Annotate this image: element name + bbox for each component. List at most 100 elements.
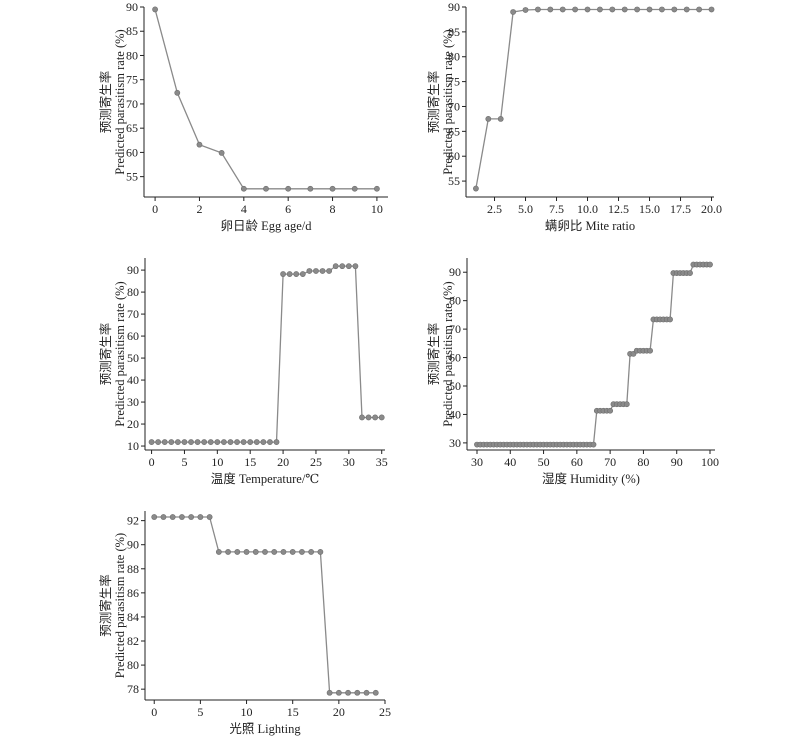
y-tick-label: 75	[448, 75, 460, 89]
data-point	[234, 439, 240, 445]
data-point	[339, 263, 346, 270]
y-axis-title-en: Predicted parasitism rate (%)	[113, 281, 127, 426]
x-tick-label: 5	[181, 455, 187, 469]
data-point	[280, 271, 286, 277]
data-point	[174, 439, 181, 445]
data-point	[196, 141, 203, 148]
x-axis-title: 光照 Lighting	[229, 722, 301, 736]
data-point	[473, 185, 479, 192]
data-point	[584, 6, 591, 13]
y-tick-label: 80	[449, 294, 461, 308]
y-tick-label: 80	[126, 48, 138, 62]
data-point	[329, 185, 336, 192]
data-point	[590, 441, 597, 448]
x-tick-label: 10	[241, 705, 253, 719]
series-line	[154, 9, 377, 190]
x-axis-title: 温度 Temperature/℃	[211, 471, 320, 486]
data-point	[647, 347, 653, 354]
data-point	[485, 116, 492, 122]
data-point	[179, 514, 185, 520]
y-axis-title-cn: 预测寄生率	[98, 71, 113, 134]
data-point	[363, 689, 370, 696]
data-point	[218, 149, 225, 156]
data-point	[345, 689, 351, 696]
data-point	[169, 514, 176, 520]
x-tick-label: 35	[376, 455, 388, 469]
y-tick-label: 82	[127, 634, 139, 648]
data-point	[319, 268, 326, 274]
y-tick-label: 55	[126, 170, 138, 184]
data-point	[206, 514, 213, 520]
data-point	[148, 439, 155, 445]
x-tick-label: 15	[287, 705, 299, 719]
x-axis-title: 螨卵比 Mite ratio	[545, 219, 635, 233]
data-point	[683, 6, 690, 13]
x-tick-label: 25	[310, 455, 322, 469]
x-tick-label: 15.0	[639, 202, 660, 216]
data-point	[378, 414, 385, 421]
data-point	[267, 439, 273, 445]
y-tick-label: 75	[126, 73, 138, 87]
data-point	[510, 9, 517, 15]
data-point	[214, 439, 221, 445]
y-axis-title-en: Predicted parasitism rate (%)	[441, 281, 455, 426]
y-tick-label: 90	[127, 538, 139, 552]
x-tick-label: 30	[471, 455, 483, 469]
x-tick-label: 6	[285, 202, 291, 216]
data-point	[247, 439, 254, 445]
y-tick-label: 70	[126, 97, 138, 111]
y-tick-label: 60	[126, 145, 138, 159]
data-point	[201, 439, 208, 445]
data-point	[307, 185, 314, 192]
y-axis-title-en: Predicted parasitism rate (%)	[113, 533, 127, 678]
y-tick-label: 80	[127, 658, 139, 672]
data-point	[671, 6, 678, 13]
data-point	[497, 116, 504, 122]
y-tick-label: 90	[448, 0, 460, 14]
data-point	[207, 439, 214, 445]
x-tick-label: 100	[701, 455, 719, 469]
data-point	[308, 549, 315, 555]
y-tick-label: 30	[449, 436, 461, 450]
x-tick-label: 0	[152, 202, 158, 216]
data-point	[667, 316, 673, 323]
x-tick-label: 2	[196, 202, 202, 216]
data-point	[621, 6, 628, 13]
data-point	[299, 271, 306, 277]
data-point	[634, 6, 641, 13]
series-line	[154, 516, 376, 694]
data-point	[623, 401, 630, 408]
data-point	[225, 549, 231, 555]
x-axis-title: 湿度 Humidity (%)	[542, 471, 640, 486]
data-point	[286, 271, 293, 277]
y-tick-label: 70	[449, 322, 461, 336]
y-axis-title-en: Predicted parasitism rate (%)	[113, 29, 127, 174]
chart-panel-lighting: 0 5 10 15 20 25 78 80 82 84 86 88 90 92 光照 Lighting 预测寄…	[98, 511, 391, 736]
y-axis-title-cn: 预测寄生率	[426, 71, 441, 134]
data-point	[299, 549, 305, 555]
y-tick-label: 50	[449, 379, 461, 393]
data-point	[253, 439, 260, 445]
y-tick-label: 88	[127, 562, 139, 576]
x-tick-label: 60	[571, 455, 583, 469]
y-tick-label: 60	[127, 329, 139, 343]
data-point	[335, 689, 342, 696]
data-point	[289, 549, 296, 555]
data-point	[243, 549, 250, 555]
y-tick-label: 60	[449, 351, 461, 365]
data-point	[326, 689, 333, 696]
y-tick-label: 70	[127, 307, 139, 321]
y-tick-label: 80	[448, 50, 460, 64]
data-point	[280, 549, 287, 555]
series-line	[475, 8, 712, 189]
data-point	[332, 263, 339, 270]
y-tick-label: 90	[126, 0, 138, 14]
data-point	[535, 6, 541, 13]
data-point	[707, 261, 713, 268]
data-point	[168, 439, 175, 445]
x-tick-label: 10.0	[577, 202, 598, 216]
y-tick-label: 85	[126, 24, 138, 38]
data-point	[374, 185, 380, 192]
data-point	[317, 549, 324, 555]
x-tick-label: 2.5	[487, 202, 502, 216]
